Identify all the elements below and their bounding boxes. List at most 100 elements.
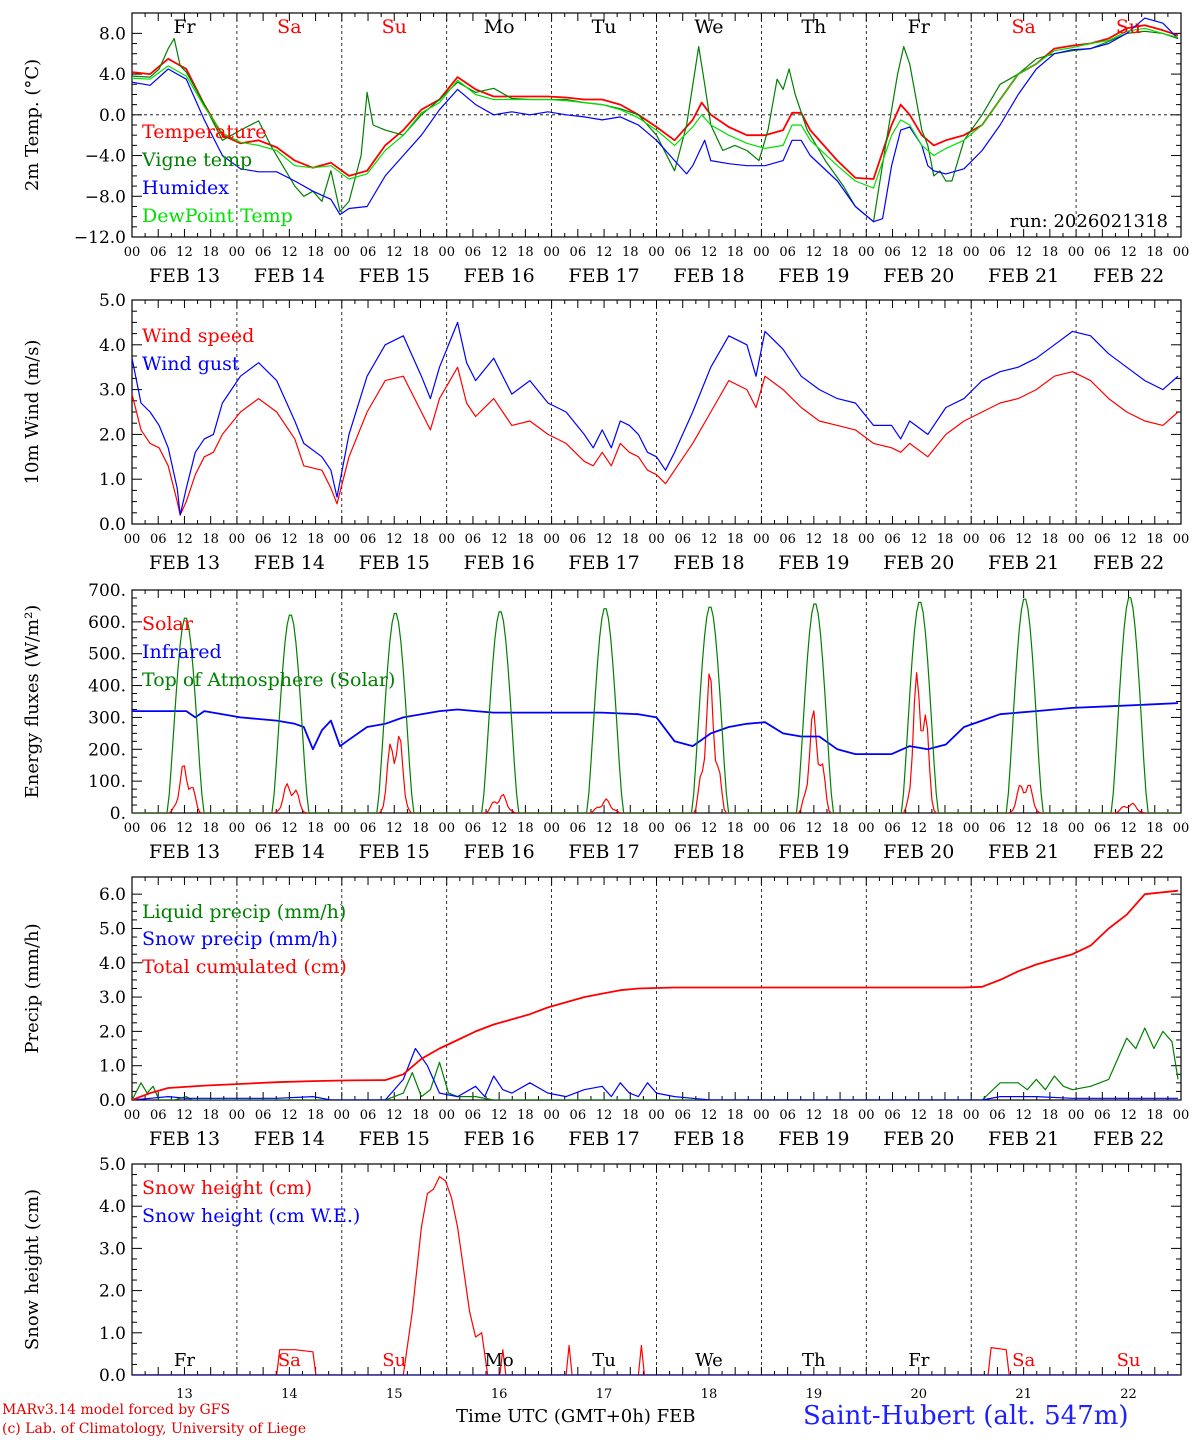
day-number-label: 22 [1120, 1387, 1137, 1402]
x-hour-label: 18 [307, 821, 324, 836]
x-hour-label: 12 [806, 532, 823, 547]
x-hour-label: 12 [701, 245, 718, 260]
y-tick-label: 2.0 [99, 1282, 126, 1302]
x-hour-label: 00 [334, 821, 351, 836]
x-hour-label: 18 [1042, 245, 1059, 260]
x-hour-label: 12 [596, 1108, 613, 1123]
y-tick-label: 4.0 [99, 336, 126, 356]
x-hour-label: 12 [806, 1108, 823, 1123]
x-date-label: FEB 18 [673, 552, 744, 574]
series-wind-gust [132, 321, 1179, 516]
day-number-label: 13 [176, 1387, 193, 1402]
legend-entry: Snow height (cm) [142, 1177, 312, 1199]
x-date-label: FEB 17 [568, 1128, 639, 1150]
station-name: Saint-Hubert (alt. 547m) [803, 1401, 1129, 1431]
x-hour-label: 06 [779, 532, 796, 547]
x-date-label: FEB 13 [149, 265, 220, 287]
x-date-label: FEB 15 [359, 841, 430, 863]
y-tick-label: −4.0 [85, 147, 126, 167]
series-infrared [132, 702, 1179, 755]
x-hour-label: 06 [570, 821, 587, 836]
x-hour-label: 18 [1042, 821, 1059, 836]
x-date-label: FEB 19 [778, 552, 849, 574]
legend-entry: Infrared [142, 641, 222, 663]
y-tick-label: 600. [88, 613, 126, 633]
x-hour-label: 06 [989, 821, 1006, 836]
x-hour-label: 12 [910, 821, 927, 836]
x-hour-label: 12 [281, 245, 298, 260]
x-hour-label: 00 [963, 1108, 980, 1123]
x-hour-label: 06 [884, 821, 901, 836]
day-name-top: Fr [908, 16, 931, 38]
y-tick-label: 3.0 [99, 381, 126, 401]
x-date-label: FEB 15 [359, 265, 430, 287]
x-hour-label: 00 [334, 1108, 351, 1123]
x-hour-label: 12 [596, 821, 613, 836]
day-name-top: Tu [592, 16, 617, 38]
legend-entry: Snow height (cm W.E.) [142, 1205, 360, 1227]
x-hour-label: 12 [491, 1108, 508, 1123]
x-hour-label: 00 [963, 245, 980, 260]
x-hour-label: 12 [596, 245, 613, 260]
y-axis-title: Snow height (cm) [22, 1189, 43, 1350]
x-hour-label: 00 [124, 1108, 141, 1123]
x-hour-label: 12 [1015, 1108, 1032, 1123]
x-date-label: FEB 19 [778, 841, 849, 863]
legend-entry: Liquid precip (mm/h) [142, 901, 346, 923]
x-hour-label: 00 [543, 245, 560, 260]
x-hour-label: 18 [622, 1108, 639, 1123]
x-hour-label: 00 [229, 821, 246, 836]
x-hour-label: 12 [910, 1108, 927, 1123]
x-hour-label: 06 [360, 245, 377, 260]
credit-lab: (c) Lab. of Climatology, University of L… [2, 1421, 307, 1437]
x-date-label: FEB 15 [359, 1128, 430, 1150]
credit-model: MARv3.14 model forced by GFS [2, 1402, 231, 1418]
x-hour-label: 00 [1173, 532, 1190, 547]
x-hour-label: 00 [334, 532, 351, 547]
x-hour-label: 06 [674, 245, 691, 260]
x-hour-label: 00 [1068, 1108, 1085, 1123]
x-hour-label: 18 [1147, 821, 1164, 836]
x-date-label: FEB 14 [254, 265, 325, 287]
x-hour-label: 18 [202, 245, 219, 260]
x-hour-label: 18 [832, 1108, 849, 1123]
y-tick-label: 6.0 [99, 885, 126, 905]
x-date-label: FEB 14 [254, 841, 325, 863]
series-snow-height-cm- [132, 1176, 1178, 1375]
x-hour-label: 18 [517, 245, 534, 260]
x-hour-label: 06 [255, 1108, 272, 1123]
day-number-label: 15 [386, 1387, 403, 1402]
day-name-top: We [694, 16, 723, 38]
x-hour-label: 12 [596, 532, 613, 547]
x-hour-label: 18 [832, 532, 849, 547]
series-group [132, 889, 1179, 1100]
x-date-label: FEB 16 [464, 552, 535, 574]
x-hour-label: 12 [176, 821, 193, 836]
series-group [132, 321, 1179, 516]
x-hour-label: 12 [281, 1108, 298, 1123]
day-name-bottom: Sa [278, 1350, 301, 1371]
legend-entry: Top of Atmosphere (Solar) [142, 669, 395, 691]
x-hour-label: 12 [386, 1108, 403, 1123]
y-tick-label: 3.0 [99, 988, 126, 1008]
x-hour-label: 06 [150, 245, 167, 260]
day-name-bottom: Tu [592, 1350, 616, 1371]
day-name-bottom: Mo [485, 1350, 514, 1371]
x-hour-label: 18 [517, 1108, 534, 1123]
series-top-of-atmosphere-solar- [132, 597, 1181, 813]
series-group [132, 17, 1179, 223]
x-hour-label: 06 [1094, 245, 1111, 260]
x-hour-label: 12 [806, 821, 823, 836]
x-hour-label: 00 [543, 1108, 560, 1123]
y-tick-label: −8.0 [85, 187, 126, 207]
x-hour-label: 06 [570, 532, 587, 547]
x-hour-label: 18 [622, 532, 639, 547]
x-hour-label: 00 [858, 821, 875, 836]
x-hour-label: 12 [1015, 532, 1032, 547]
x-hour-label: 12 [1015, 245, 1032, 260]
x-hour-label: 18 [517, 532, 534, 547]
run-label: run: 2026021318 [1010, 211, 1168, 232]
x-hour-label: 00 [858, 1108, 875, 1123]
x-date-label: FEB 21 [988, 1128, 1059, 1150]
y-tick-label: 3.0 [99, 1239, 126, 1259]
